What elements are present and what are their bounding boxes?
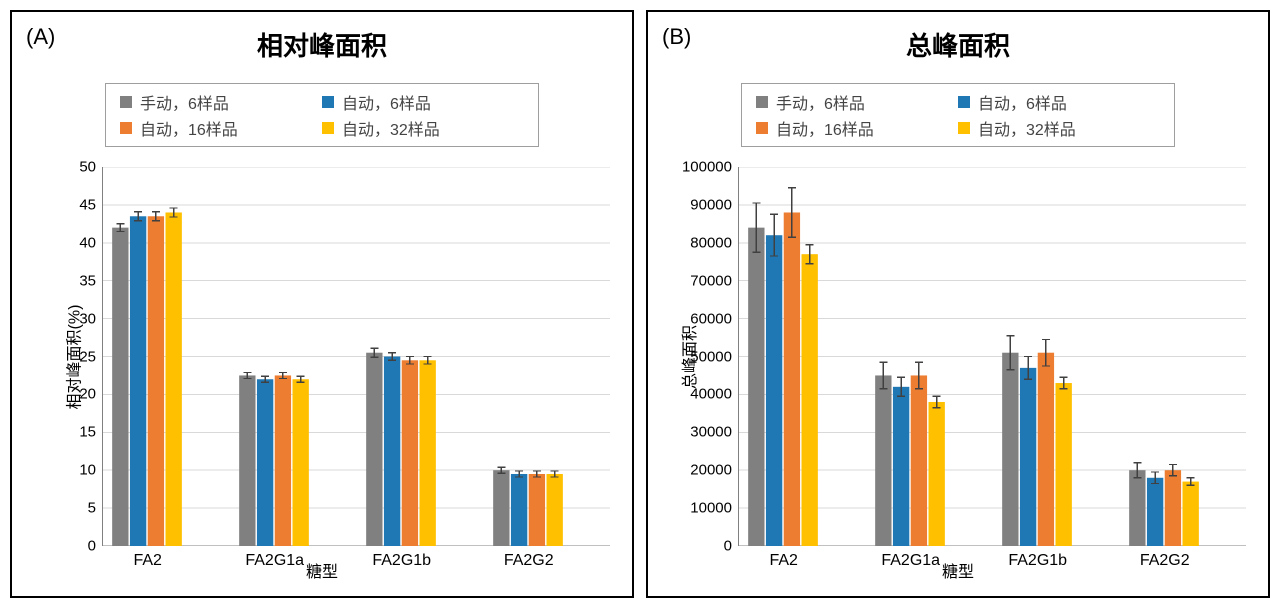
bar xyxy=(511,474,527,546)
bar xyxy=(166,212,182,546)
y-tick-label: 15 xyxy=(79,424,102,441)
y-tick-label: 20 xyxy=(79,386,102,403)
y-tick-label: 30000 xyxy=(690,424,738,441)
y-tick-label: 70000 xyxy=(690,272,738,289)
legend-swatch xyxy=(756,122,768,134)
legend: 手动，6样品 自动，6样品自动，16样品 自动，32样品 xyxy=(741,83,1175,147)
panel-title: 相对峰面积 xyxy=(12,26,632,63)
y-tick-label: 40 xyxy=(79,234,102,251)
legend: 手动，6样品 自动，6样品自动，16样品 自动，32样品 xyxy=(105,83,539,147)
bar xyxy=(802,254,818,546)
legend-swatch xyxy=(958,122,970,134)
plot-area: 总峰面积 01000020000300004000050000600007000… xyxy=(738,167,1246,546)
legend-item: 自动，16样品 xyxy=(756,116,958,140)
bar-chart xyxy=(738,167,1246,546)
x-tick-label: FA2G1b xyxy=(372,546,431,570)
bar xyxy=(1056,383,1072,546)
y-tick-label: 90000 xyxy=(690,196,738,213)
bar xyxy=(1183,482,1199,546)
legend-swatch xyxy=(120,96,132,108)
panel-A: (A) 相对峰面积 手动，6样品 自动，6样品自动，16样品 自动，32样品 相对峰… xyxy=(10,10,634,598)
bar xyxy=(893,387,909,546)
bar xyxy=(748,228,764,546)
y-tick-label: 50000 xyxy=(690,348,738,365)
legend-item: 自动，6样品 xyxy=(322,90,524,114)
bar xyxy=(402,360,418,546)
y-tick-label: 0 xyxy=(724,538,738,555)
legend-swatch xyxy=(756,96,768,108)
y-tick-label: 40000 xyxy=(690,386,738,403)
x-tick-label: FA2G1a xyxy=(245,546,304,570)
bar xyxy=(1002,353,1018,546)
legend-label: 自动，16样品 xyxy=(140,116,238,140)
legend-swatch xyxy=(322,122,334,134)
plot-area: 相对峰面积(%) 05101520253035404550FA2FA2G1aFA… xyxy=(102,167,610,546)
legend-label: 手动，6样品 xyxy=(140,90,229,114)
legend-item: 自动，16样品 xyxy=(120,116,322,140)
x-tick-label: FA2 xyxy=(133,546,161,570)
legend-label: 自动，16样品 xyxy=(776,116,874,140)
y-tick-label: 30 xyxy=(79,310,102,327)
legend-label: 自动，32样品 xyxy=(978,116,1076,140)
bar xyxy=(1038,353,1054,546)
bar xyxy=(130,216,146,546)
y-tick-label: 50 xyxy=(79,159,102,176)
legend-swatch xyxy=(120,122,132,134)
bar xyxy=(493,470,509,546)
bar xyxy=(1020,368,1036,546)
legend-item: 自动，32样品 xyxy=(958,116,1160,140)
x-tick-label: FA2G1a xyxy=(881,546,940,570)
y-tick-label: 80000 xyxy=(690,234,738,251)
bar xyxy=(293,379,309,546)
legend-label: 自动，6样品 xyxy=(978,90,1067,114)
bar xyxy=(529,474,545,546)
bar xyxy=(1129,470,1145,546)
bar xyxy=(148,216,164,546)
y-tick-label: 10000 xyxy=(690,500,738,517)
x-tick-label: FA2G2 xyxy=(1140,546,1190,570)
bar xyxy=(911,375,927,546)
legend-label: 自动，6样品 xyxy=(342,90,431,114)
bar xyxy=(875,375,891,546)
bar xyxy=(766,235,782,546)
bar xyxy=(929,402,945,546)
legend-swatch xyxy=(322,96,334,108)
y-tick-label: 10 xyxy=(79,462,102,479)
bar xyxy=(547,474,563,546)
bar xyxy=(112,228,128,546)
bar xyxy=(275,375,291,546)
panel-tag: (B) xyxy=(662,24,691,50)
bar xyxy=(257,379,273,546)
y-tick-label: 0 xyxy=(88,538,102,555)
y-tick-label: 100000 xyxy=(682,159,738,176)
legend-item: 自动，6样品 xyxy=(958,90,1160,114)
legend-label: 自动，32样品 xyxy=(342,116,440,140)
bar-chart xyxy=(102,167,610,546)
x-tick-label: FA2G1b xyxy=(1008,546,1067,570)
panel-tag: (A) xyxy=(26,24,55,50)
y-tick-label: 5 xyxy=(88,500,102,517)
bar xyxy=(420,360,436,546)
panel-B: (B) 总峰面积 手动，6样品 自动，6样品自动，16样品 自动，32样品 总峰面积… xyxy=(646,10,1270,598)
figure: (A) 相对峰面积 手动，6样品 自动，6样品自动，16样品 自动，32样品 相对峰… xyxy=(0,0,1280,608)
bar xyxy=(1147,478,1163,546)
legend-item: 手动，6样品 xyxy=(756,90,958,114)
y-tick-label: 25 xyxy=(79,348,102,365)
legend-item: 手动，6样品 xyxy=(120,90,322,114)
legend-swatch xyxy=(958,96,970,108)
panel-title: 总峰面积 xyxy=(648,26,1268,63)
y-tick-label: 45 xyxy=(79,196,102,213)
y-tick-label: 20000 xyxy=(690,462,738,479)
y-tick-label: 60000 xyxy=(690,310,738,327)
x-tick-label: FA2 xyxy=(769,546,797,570)
bar xyxy=(366,353,382,546)
legend-item: 自动，32样品 xyxy=(322,116,524,140)
bar xyxy=(384,357,400,547)
bar xyxy=(784,212,800,546)
bar xyxy=(1165,470,1181,546)
bar xyxy=(239,375,255,546)
x-tick-label: FA2G2 xyxy=(504,546,554,570)
legend-label: 手动，6样品 xyxy=(776,90,865,114)
y-tick-label: 35 xyxy=(79,272,102,289)
